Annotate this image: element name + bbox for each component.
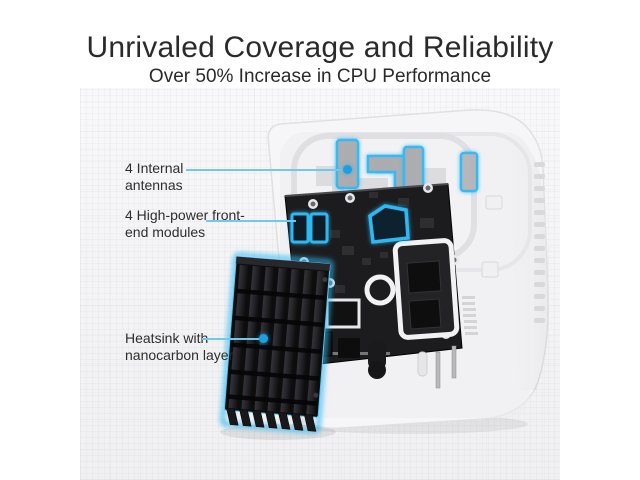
heatsink-fins: [227, 264, 327, 416]
internal-antennas-highlight: [335, 138, 479, 195]
page-subtitle: Over 50% Increase in CPU Performance: [148, 66, 492, 87]
router-exploded-illustration: [220, 109, 550, 440]
soc-shield-frame: [325, 238, 460, 340]
silkscreen-text-strip: [332, 352, 390, 355]
pcb-components: [330, 192, 434, 293]
page-title: Unrivaled Coverage and Reliability: [86, 31, 554, 64]
leader-line-front-end-modules: [206, 220, 296, 222]
antenna-pin: [435, 351, 441, 389]
front-end-modules-highlight: [290, 204, 410, 244]
leader-dot-internal-antennas: [343, 165, 352, 174]
leader-line-heatsink: [202, 338, 260, 340]
pcb: [284, 183, 463, 389]
callout-label-internal-antennas: 4 Internal antennas: [125, 160, 184, 193]
callout-label-front-end-modules: 4 High-power front-end modules: [125, 207, 245, 240]
inner-rib-stack: [462, 296, 478, 335]
shell-clips: [481, 195, 503, 278]
side-vent-slots: [534, 162, 545, 323]
callout-label-heatsink: Heatsink with nanocarbon layer: [125, 330, 234, 363]
image-background: [80, 0, 560, 480]
leader-line-internal-antennas: [186, 169, 346, 171]
heatsink-teeth: [226, 407, 317, 432]
leader-dot-heatsink: [259, 334, 268, 343]
antenna-pin: [451, 345, 457, 379]
